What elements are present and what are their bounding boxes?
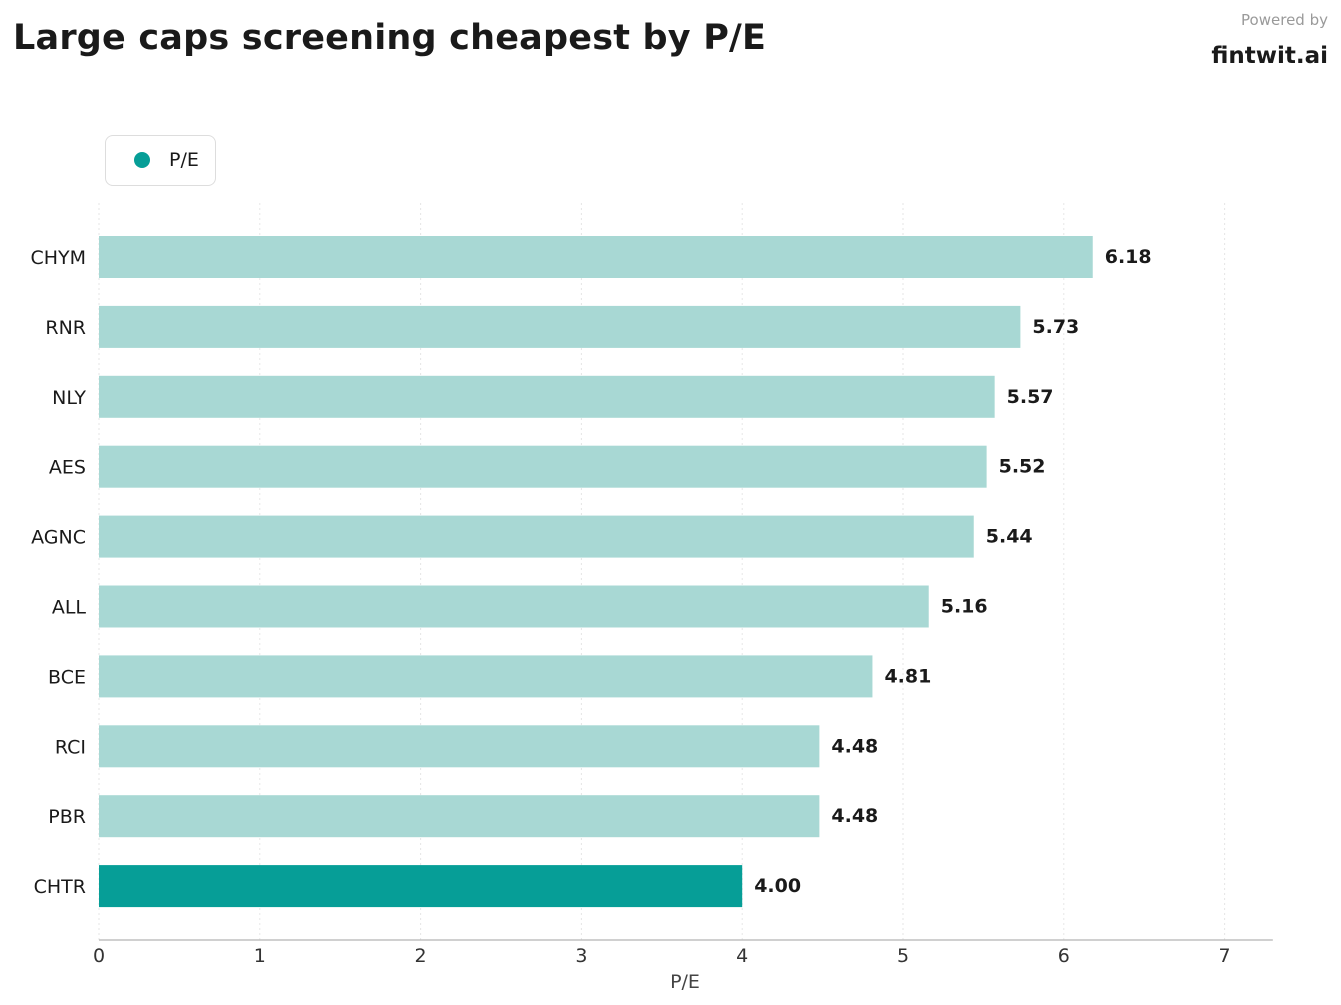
value-label-bce: 4.81	[884, 665, 931, 687]
legend-marker	[134, 152, 150, 168]
bar-bce	[99, 655, 873, 698]
bar-rnr	[99, 305, 1021, 348]
bar-nly	[99, 375, 995, 418]
legend-label: P/E	[169, 149, 199, 171]
value-label-chym: 6.18	[1105, 246, 1152, 268]
bar-agnc	[99, 515, 974, 558]
category-label-rnr: RNR	[45, 317, 86, 339]
x-axis-title: P/E	[670, 971, 700, 993]
category-label-rci: RCI	[55, 736, 86, 758]
bar-aes	[99, 445, 987, 488]
x-tick-label-4: 4	[736, 945, 748, 967]
x-tick-label-6: 6	[1058, 945, 1070, 967]
bar-rci	[99, 725, 820, 768]
bar-chym	[99, 236, 1093, 278]
x-tick-label-3: 3	[575, 945, 587, 967]
value-label-all: 5.16	[941, 596, 988, 618]
value-label-rnr: 5.73	[1032, 316, 1079, 338]
category-label-bce: BCE	[48, 666, 86, 688]
category-label-aes: AES	[49, 457, 86, 479]
x-tick-label-7: 7	[1219, 945, 1231, 967]
chart-legend: P/E	[105, 135, 216, 186]
x-tick-label-5: 5	[897, 945, 909, 967]
x-tick-label-0: 0	[93, 945, 105, 967]
brand-logo-text: fintwit.ai	[1211, 43, 1328, 69]
category-label-all: ALL	[52, 597, 87, 619]
bar-chtr	[99, 865, 743, 908]
x-axis: 0 1 2 3 4 5 6 7 P/E	[93, 939, 1273, 993]
category-label-agnc: AGNC	[31, 527, 86, 549]
x-tick-label-2: 2	[415, 945, 427, 967]
category-label-chym: CHYM	[30, 247, 86, 269]
powered-by-label: Powered by	[1241, 11, 1328, 29]
value-label-rci: 4.48	[831, 735, 878, 757]
value-label-nly: 5.57	[1007, 386, 1054, 408]
value-label-agnc: 5.44	[986, 526, 1033, 548]
value-label-pbr: 4.48	[831, 805, 878, 827]
category-label-pbr: PBR	[48, 806, 86, 828]
bars	[99, 236, 1093, 908]
labels: CHYM 6.18 RNR 5.73 NLY 5.57 AES 5.52 AGNC 5.44 ALL…	[30, 246, 1151, 898]
bar-all	[99, 585, 929, 628]
x-tick-label-1: 1	[254, 945, 266, 967]
value-label-chtr: 4.00	[754, 875, 801, 897]
chart-title: Large caps screening cheapest by P/E	[13, 18, 767, 58]
category-label-chtr: CHTR	[34, 876, 86, 898]
category-label-nly: NLY	[52, 387, 86, 409]
value-label-aes: 5.52	[999, 456, 1046, 478]
bar-pbr	[99, 795, 820, 838]
